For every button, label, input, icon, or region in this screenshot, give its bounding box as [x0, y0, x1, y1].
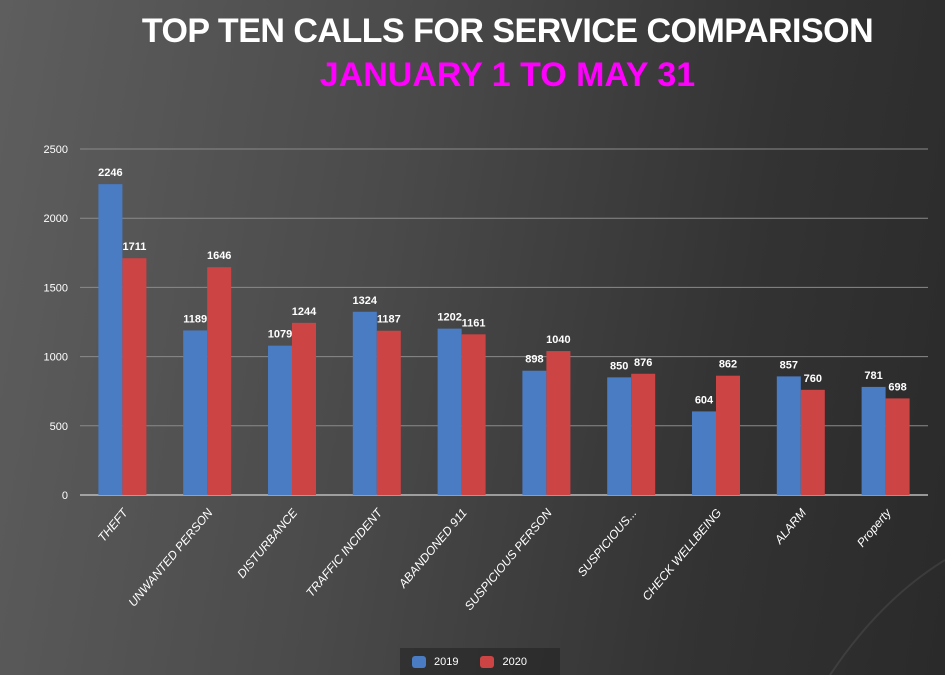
x-tick-label: THEFT — [95, 505, 132, 545]
data-label: 698 — [888, 381, 906, 393]
bar-2019 — [692, 411, 716, 495]
bar-2020 — [376, 330, 401, 495]
data-label: 857 — [780, 359, 798, 371]
bar-2020 — [122, 258, 147, 495]
bar-2019 — [861, 386, 886, 495]
data-label: 1189 — [183, 313, 207, 325]
legend: 2019 2020 — [400, 648, 560, 675]
data-label: 898 — [525, 354, 543, 366]
bar-2019 — [522, 370, 547, 495]
chart-title: TOP TEN CALLS FOR SERVICE COMPARISON — [141, 12, 874, 50]
bar-2020 — [885, 398, 910, 495]
legend-label-2020: 2020 — [502, 655, 527, 668]
data-label: 876 — [634, 357, 652, 369]
bar-2019 — [607, 377, 632, 495]
x-tick-label: TRAFFIC INCIDENT — [303, 505, 386, 600]
data-label: 760 — [804, 373, 822, 385]
y-tick-label: 2000 — [44, 213, 68, 225]
data-label: 1079 — [268, 329, 292, 341]
x-tick-label: ALARM — [771, 506, 809, 547]
bar-2019 — [98, 184, 123, 495]
bar-2020 — [461, 334, 486, 495]
chart-subtitle: JANUARY 1 TO MAY 31 — [319, 56, 696, 94]
data-label: 2246 — [98, 167, 122, 179]
x-tick-label: DISTURBANCE — [234, 505, 301, 581]
data-label: 850 — [610, 360, 628, 372]
data-label: 1244 — [292, 306, 317, 318]
data-label: 1324 — [353, 295, 378, 307]
x-tick-label: UNWANTED PERSON — [126, 506, 216, 610]
data-label: 604 — [695, 394, 714, 406]
data-label: 1202 — [437, 312, 461, 324]
decor-arc — [829, 559, 945, 675]
legend-swatch-2020 — [480, 655, 495, 668]
bar-2020 — [716, 375, 740, 495]
legend-swatch-2019 — [412, 655, 426, 668]
data-label: 1161 — [462, 317, 486, 329]
bar-2020 — [207, 267, 232, 495]
bar-2020 — [546, 351, 571, 495]
bar-2019 — [183, 330, 208, 495]
data-label: 862 — [719, 359, 737, 371]
bar-2019 — [268, 345, 292, 495]
bar-2020 — [631, 373, 656, 495]
bar-2020 — [292, 322, 316, 495]
y-tick-label: 1000 — [44, 352, 68, 364]
y-tick-label: 2500 — [44, 144, 68, 156]
x-tick-label: ABANDONED 911 — [395, 506, 470, 591]
bar-2020 — [800, 389, 825, 495]
bar-2019 — [437, 328, 462, 495]
data-label: 1187 — [377, 314, 401, 326]
x-tick-label: SUSPICIOUS PERSON — [462, 506, 555, 613]
bar-2019 — [352, 311, 377, 495]
data-label: 1646 — [207, 250, 231, 262]
x-tick-label: SUSPICIOUS... — [575, 506, 640, 579]
legend-label-2019: 2019 — [434, 655, 459, 668]
x-tick-label: CHECK WELLBEING — [639, 506, 724, 603]
bar-2019 — [776, 376, 801, 495]
y-tick-label: 500 — [50, 421, 68, 433]
data-label: 1711 — [122, 241, 146, 253]
y-tick-label: 1500 — [44, 282, 68, 294]
x-tick-label: Property — [854, 505, 895, 550]
data-label: 781 — [864, 370, 882, 382]
y-tick-label: 0 — [62, 490, 68, 502]
data-label: 1040 — [546, 334, 570, 346]
